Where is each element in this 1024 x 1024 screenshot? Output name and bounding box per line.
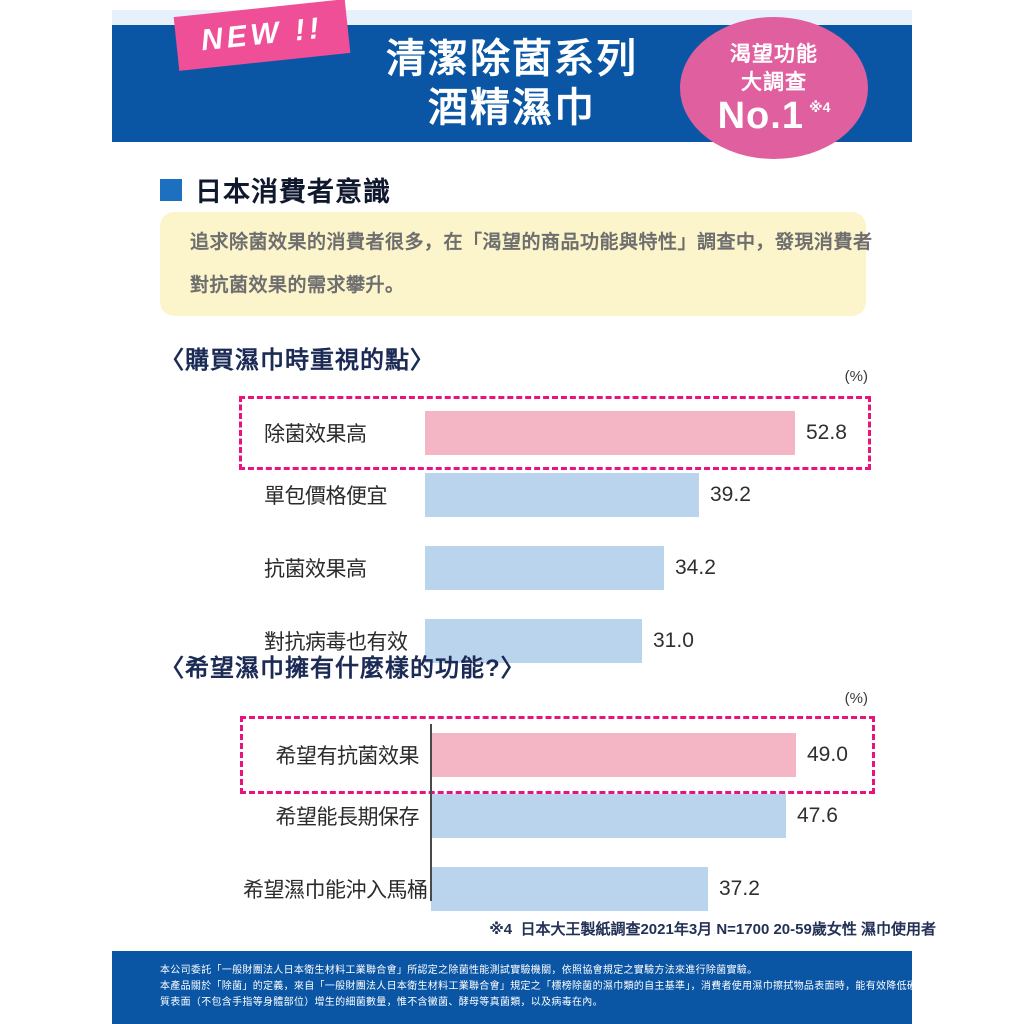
bar-label: 抗菌效果高 <box>264 558 367 581</box>
bar-label: 對抗病毒也有效 <box>264 631 408 654</box>
chart-row: 對抗病毒也有效 31.0 <box>242 619 868 663</box>
header-band: NEW !! 清潔除菌系列 酒精濕巾 渴望功能 大調查 No.1 ※4 <box>112 0 912 159</box>
award-rank-row: No.1 ※4 <box>718 97 831 135</box>
chart-row: 抗菌效果高 34.2 <box>242 546 868 590</box>
survey-footnote: ※4 日本大王製紙調查2021年3月 N=1700 20-59歲女性 濕巾使用者 <box>489 921 936 938</box>
bar <box>431 794 786 838</box>
chart-rows: 希望有抗菌效果 49.0 希望能長期保存 47.6 希望濕巾能沖入馬桶 37.2 <box>240 716 875 911</box>
bar <box>425 473 699 517</box>
highlight-dashed-box: 除菌效果高 52.8 <box>239 396 871 470</box>
highlight-dashed-box: 希望有抗菌效果 49.0 <box>240 716 875 794</box>
chart-desired-functions: 〈希望濕巾擁有什麼樣的功能?〉 (%) 希望有抗菌效果 49.0 希望能長期保存 47… <box>160 648 875 911</box>
chart-purchase-priorities: 〈購買濕巾時重視的點〉 (%) 除菌效果高 52.8 單包價格便宜 39.2 抗菌效果高… <box>160 340 872 663</box>
award-line1: 渴望功能 <box>730 43 818 67</box>
page-title: 清潔除菌系列 酒精濕巾 <box>112 25 912 142</box>
bar-label: 希望濕巾能沖入馬桶 <box>243 879 428 902</box>
footer-line3: 質表面（不包含手指等身體部位）增生的細菌數量，惟不含黴菌、酵母等真菌類，以及病毒… <box>160 997 603 1008</box>
bar-label: 除菌效果高 <box>264 423 367 446</box>
legal-footer: 本公司委託「一般財團法人日本衛生材料工業聯合會」所認定之除菌性能測試實驗機關，依… <box>112 951 918 1024</box>
footer-line2: 本產品關於「除菌」的定義，來自「一般財團法人日本衛生材料工業聯合會」規定之「標榜… <box>160 981 918 992</box>
award-footnote-ref: ※4 <box>808 98 831 115</box>
footer-line1: 本公司委託「一般財團法人日本衛生材料工業聯合會」所認定之除菌性能測試實驗機關，依… <box>160 965 758 976</box>
chart-rows: 除菌效果高 52.8 單包價格便宜 39.2 抗菌效果高 34.2 對抗病毒也有效 31.0 <box>239 396 871 663</box>
page-title-line1: 清潔除菌系列 <box>386 36 638 81</box>
unit-label: (%) <box>844 368 868 385</box>
chart-title: 〈希望濕巾擁有什麼樣的功能?〉 <box>160 655 526 682</box>
award-circle-badge: 渴望功能 大調查 No.1 ※4 <box>680 17 868 159</box>
section-heading: 日本消費者意識 <box>160 170 391 209</box>
award-line2: 大調查 <box>741 70 807 94</box>
bar-value: 47.6 <box>797 804 838 827</box>
infographic-page: NEW !! 清潔除菌系列 酒精濕巾 渴望功能 大調查 No.1 ※4 日本消費… <box>112 0 936 1024</box>
intro-line2: 對抗菌效果的需求攀升。 <box>190 275 405 296</box>
bar-value: 49.0 <box>807 743 848 766</box>
heading-bullet-square <box>160 178 182 201</box>
bar <box>431 733 796 777</box>
chart-title: 〈購買濕巾時重視的點〉 <box>160 347 435 374</box>
bar-value: 37.2 <box>719 877 760 900</box>
page-title-line2: 酒精濕巾 <box>428 85 596 130</box>
bar-value: 39.2 <box>710 483 751 506</box>
section-heading-text: 日本消費者意識 <box>195 177 391 207</box>
bar-label: 單包價格便宜 <box>264 485 388 508</box>
bar-label: 希望能長期保存 <box>275 806 420 829</box>
bar <box>431 867 708 911</box>
chart-row: 單包價格便宜 39.2 <box>242 473 868 517</box>
bar-value: 34.2 <box>675 556 716 579</box>
chart-row: 希望能長期保存 47.6 <box>243 794 872 838</box>
chart-row: 除菌效果高 52.8 <box>242 411 868 455</box>
chart-row: 希望濕巾能沖入馬桶 37.2 <box>243 867 872 911</box>
bar-label: 希望有抗菌效果 <box>275 745 420 768</box>
award-rank: No.1 <box>717 94 804 137</box>
bar <box>425 411 795 455</box>
bar <box>425 619 642 663</box>
intro-line1: 追求除菌效果的消費者很多，在「渴望的商品功能與特性」調查中，發現消費者 <box>190 232 873 253</box>
intro-callout-box: 追求除菌效果的消費者很多，在「渴望的商品功能與特性」調查中，發現消費者 對抗菌效… <box>160 212 873 316</box>
bar-value: 31.0 <box>653 629 694 652</box>
bar-value: 52.8 <box>806 421 847 444</box>
bar <box>425 546 664 590</box>
unit-label: (%) <box>844 690 868 707</box>
chart-row: 希望有抗菌效果 49.0 <box>243 733 872 777</box>
